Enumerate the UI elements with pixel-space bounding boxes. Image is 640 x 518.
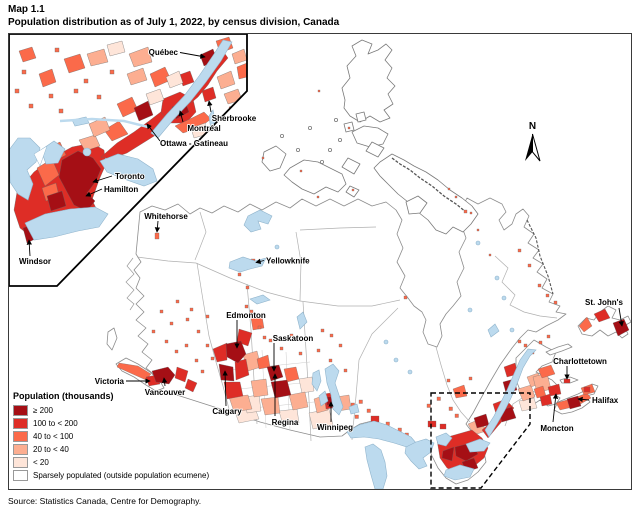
legend-row: < 20 — [13, 456, 243, 469]
map-header: Map 1.1 Population distribution as of Ju… — [8, 3, 339, 29]
map-number: Map 1.1 — [8, 4, 45, 15]
map-legend: Population (thousands) ≥ 200 100 to < 20… — [13, 391, 243, 482]
map-title: Population distribution as of July 1, 20… — [8, 17, 340, 28]
legend-title: Population (thousands) — [13, 391, 114, 401]
legend-label: 40 to < 100 — [33, 432, 74, 441]
source-note: Source: Statistics Canada, Centre for De… — [8, 496, 202, 506]
legend-label: < 20 — [33, 458, 49, 467]
north-arrow: N — [525, 121, 541, 162]
city-label-winnipeg: Winnipeg — [317, 423, 353, 432]
city-label-saskatoon: Saskatoon — [273, 334, 314, 343]
legend-row: ≥ 200 — [13, 404, 243, 417]
arctic-islands — [261, 39, 479, 235]
legend-swatch — [13, 457, 28, 468]
city-labels: Québec Sherbrooke Montréal Ottawa - Gati… — [18, 47, 624, 434]
lakes — [228, 209, 537, 490]
city-label-victoria: Victoria — [95, 377, 125, 386]
city-label-windsor: Windsor — [19, 257, 51, 266]
city-label-yellowknife: Yellowknife — [266, 257, 310, 266]
city-arrows — [26, 52, 624, 423]
inset-extent-box — [430, 392, 531, 489]
city-label-whitehorse: Whitehorse — [144, 212, 188, 221]
legend-label: ≥ 200 — [33, 406, 53, 415]
legend-row: 100 to < 200 — [13, 417, 243, 430]
main-map-layer — [106, 39, 632, 490]
city-label-calgary: Calgary — [212, 407, 242, 416]
city-label-sherbrooke: Sherbrooke — [212, 114, 257, 123]
legend-swatch — [13, 470, 28, 481]
legend-row: 40 to < 100 — [13, 430, 243, 443]
map-frame — [8, 33, 632, 490]
city-label-moncton: Moncton — [540, 424, 573, 433]
city-label-quebec: Québec — [149, 48, 179, 57]
city-label-charlottetown: Charlottetown — [553, 357, 607, 366]
legend-row: Sparsely populated (outside population e… — [13, 469, 243, 482]
legend-row: 20 to < 40 — [13, 443, 243, 456]
city-label-ottawa-gatineau: Ottawa - Gatineau — [160, 139, 228, 148]
city-label-stjohns: St. John's — [585, 298, 623, 307]
legend-swatch — [13, 431, 28, 442]
city-label-regina: Regina — [272, 418, 299, 427]
legend-label: 20 to < 40 — [33, 445, 69, 454]
legend-label: 100 to < 200 — [33, 419, 78, 428]
city-label-toronto: Toronto — [115, 172, 145, 181]
legend-swatch — [13, 418, 28, 429]
legend-label: Sparsely populated (outside population e… — [33, 471, 210, 480]
city-label-edmonton: Edmonton — [226, 311, 266, 320]
city-label-halifax: Halifax — [592, 396, 619, 405]
city-label-hamilton: Hamilton — [104, 185, 138, 194]
legend-swatch — [13, 444, 28, 455]
city-label-montreal: Montréal — [187, 124, 220, 133]
legend-swatch — [13, 405, 28, 416]
north-arrow-label: N — [529, 121, 536, 132]
city-label-vancouver: Vancouver — [145, 388, 185, 397]
